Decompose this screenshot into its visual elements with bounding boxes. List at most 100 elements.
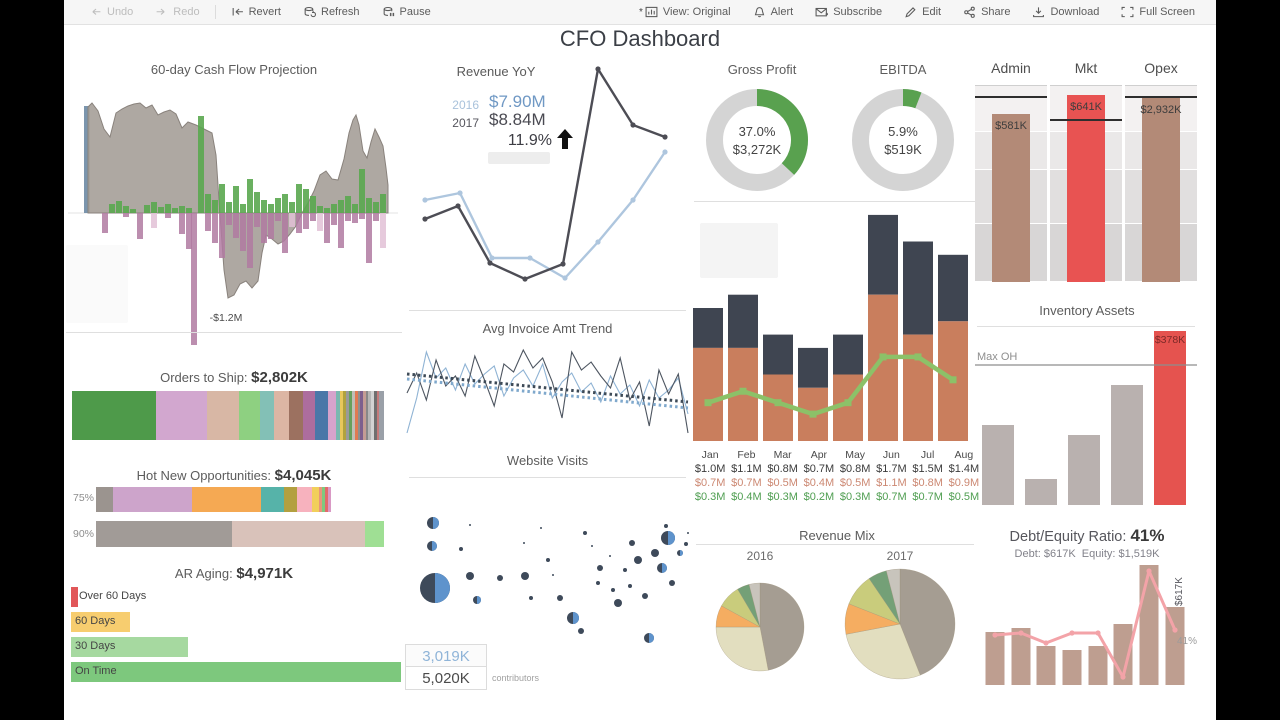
revenue-yoy-chart[interactable] <box>405 56 690 308</box>
bullet-bar[interactable] <box>1142 98 1180 282</box>
toolbar-subscribe-button[interactable]: Subscribe <box>804 0 893 24</box>
toolbar-revert-label: Revert <box>248 6 281 18</box>
toolbar-alert-button[interactable]: Alert <box>742 0 805 24</box>
ar-aging-row[interactable]: 30 Days <box>71 637 404 657</box>
toolbar-refresh-button[interactable]: Refresh <box>292 0 371 24</box>
orders-title: Orders to Ship: $2,802K <box>64 369 404 386</box>
bar-segment[interactable] <box>355 391 358 440</box>
opportunities-75-bar[interactable] <box>96 487 331 512</box>
visits-stat-blue[interactable]: 3,019K <box>405 644 487 668</box>
bullet-mkt[interactable]: Mkt $641K <box>1050 60 1122 285</box>
bullet-title: Mkt <box>1074 60 1098 76</box>
view-icon <box>645 6 658 18</box>
bullet-value: $2,932K <box>1140 104 1182 116</box>
bar-segment[interactable] <box>192 487 261 512</box>
bullet-admin[interactable]: Admin $581K <box>975 60 1047 285</box>
bar-segment[interactable] <box>374 391 377 440</box>
toolbar-undo-label: Undo <box>107 6 134 18</box>
inventory-title: Inventory Assets <box>1039 303 1135 318</box>
bar-segment[interactable] <box>96 487 113 512</box>
bar-segment[interactable] <box>232 521 365 547</box>
bar-segment[interactable] <box>360 391 363 440</box>
bullet-bar[interactable] <box>1067 95 1105 282</box>
inventory-chart[interactable]: Max OH $378K <box>975 330 1201 510</box>
monthly-stacked-chart[interactable] <box>692 205 982 445</box>
bar-segment[interactable] <box>366 391 368 440</box>
bar-segment[interactable] <box>340 391 343 440</box>
ar-aging-row[interactable]: Over 60 Days <box>71 587 404 607</box>
ar-aging-bar[interactable] <box>71 587 78 607</box>
bar-segment[interactable] <box>346 391 349 440</box>
bullet-opex[interactable]: Opex $2,932K <box>1125 60 1197 285</box>
bar-segment[interactable] <box>315 391 328 440</box>
debt-equity-chart[interactable]: $617K 41% <box>975 560 1201 690</box>
bar-segment[interactable] <box>156 391 207 440</box>
bar-segment[interactable] <box>96 521 232 547</box>
opportunities-90-bar[interactable] <box>96 521 384 547</box>
toolbar-pause-button[interactable]: Pause <box>371 0 442 24</box>
ar-aging-row[interactable]: 60 Days <box>71 612 404 632</box>
bar-segment[interactable] <box>358 391 360 440</box>
bar-segment[interactable] <box>368 391 371 440</box>
toolbar-fullscreen-button[interactable]: Full Screen <box>1110 0 1206 24</box>
toolbar-share-button[interactable]: Share <box>952 0 1021 24</box>
bar-segment[interactable] <box>365 521 384 547</box>
bar-segment[interactable] <box>322 487 325 512</box>
toolbar-redo-label: Redo <box>173 6 200 18</box>
month-column-label: Jun $1.7M $1.1M $0.7M <box>876 449 907 503</box>
ar-aging-row[interactable]: On Time <box>71 662 404 682</box>
bar-segment[interactable] <box>274 391 289 440</box>
hover-highlight <box>66 245 128 323</box>
bar-segment[interactable] <box>72 391 156 440</box>
ar-aging-bar[interactable] <box>71 612 130 632</box>
svg-text:$617K: $617K <box>1174 577 1185 606</box>
ar-aging-bar[interactable] <box>71 662 401 682</box>
bar-segment[interactable] <box>261 487 284 512</box>
kpi-donuts[interactable]: 37.0% $3,272K 5.9% $519K <box>692 85 982 197</box>
month-column-label: Mar $0.8M $0.5M $0.3M <box>767 449 798 503</box>
toolbar-edit-button[interactable]: Edit <box>893 0 952 24</box>
bar-segment[interactable] <box>284 487 297 512</box>
bullet-value: $641K <box>1070 101 1102 113</box>
bar-segment[interactable] <box>352 391 355 440</box>
toolbar-download-button[interactable]: Download <box>1021 0 1110 24</box>
svg-text:37.0%: 37.0% <box>739 124 776 139</box>
bar-segment[interactable] <box>336 391 340 440</box>
bar-segment[interactable] <box>113 487 192 512</box>
bullet-bar[interactable] <box>992 114 1030 282</box>
cashflow-chart[interactable]: -$1.2M <box>68 85 404 345</box>
bar-segment[interactable] <box>260 391 274 440</box>
bar-segment[interactable] <box>319 487 322 512</box>
bar-segment[interactable] <box>328 391 336 440</box>
bar-segment[interactable] <box>328 487 331 512</box>
bar-segment[interactable] <box>371 391 374 440</box>
bar-segment[interactable] <box>297 487 312 512</box>
toolbar-view-button[interactable]: * View: Original <box>628 0 742 24</box>
bar-segment[interactable] <box>239 391 260 440</box>
website-visits-map[interactable] <box>405 478 690 688</box>
dashboard-title: CFO Dashboard <box>559 26 721 51</box>
share-icon <box>964 6 975 18</box>
bar-segment[interactable] <box>349 391 352 440</box>
toolbar-revert-button[interactable]: Revert <box>220 0 292 24</box>
divider <box>694 201 976 202</box>
revenue-mix-pies[interactable] <box>692 548 982 690</box>
bar-segment[interactable] <box>207 391 239 440</box>
bar-segment[interactable] <box>377 391 379 440</box>
bar-segment[interactable] <box>289 391 303 440</box>
bar-segment[interactable] <box>303 391 315 440</box>
invoice-trend-title: Avg Invoice Amt Trend <box>482 321 613 336</box>
bar-segment[interactable] <box>379 391 384 440</box>
orders-stacked-bar[interactable] <box>72 391 384 440</box>
month-column-label: Apr $0.7M $0.4M $0.2M <box>803 449 835 503</box>
bar-segment[interactable] <box>363 391 366 440</box>
bar-segment[interactable] <box>343 391 346 440</box>
invoice-trend-chart[interactable] <box>405 338 690 445</box>
visits-stat-dark[interactable]: 5,020K <box>405 666 487 690</box>
mix-year-2017: 2017 <box>886 549 914 563</box>
bar-segment[interactable] <box>312 487 319 512</box>
fullscreen-icon <box>1121 6 1134 18</box>
ar-aging-bar[interactable] <box>71 637 188 657</box>
ar-aging-title: AR Aging: $4,971K <box>64 565 404 582</box>
bar-segment[interactable] <box>325 487 328 512</box>
